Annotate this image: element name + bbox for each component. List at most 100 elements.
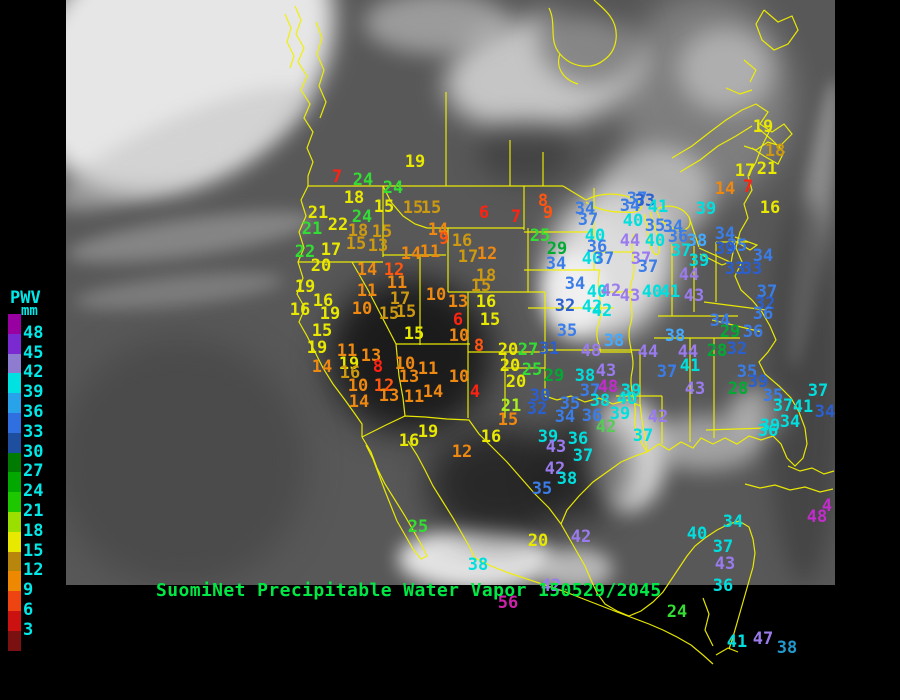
station-pwv-value: 34	[709, 311, 731, 332]
station-pwv-value: 35	[644, 216, 666, 237]
station-pwv-value: 40	[622, 211, 644, 232]
station-pwv-value: 14	[348, 392, 370, 413]
pwv-color-scale: 48 45 42 39 36 33 30 27 24 21 18 15 12 9 6 3	[8, 314, 60, 659]
station-pwv-value: 15	[403, 324, 425, 345]
station-pwv-value: 16	[451, 231, 473, 252]
station-pwv-value: 22	[294, 242, 316, 263]
clear-sky-dark-region	[478, 122, 573, 184]
station-pwv-value: 19	[294, 277, 316, 298]
station-pwv-value: 48	[806, 507, 828, 528]
station-pwv-value: 18	[347, 221, 369, 242]
station-pwv-value: 48	[597, 377, 619, 398]
station-pwv-value: 20	[505, 372, 527, 393]
station-pwv-value: 37	[577, 210, 599, 231]
station-pwv-value: 13	[378, 386, 400, 407]
station-pwv-value: 37	[670, 241, 692, 262]
station-pwv-value: 36	[567, 429, 589, 450]
station-pwv-value: 16	[398, 431, 420, 452]
legend-value-label: 42	[23, 362, 44, 383]
station-pwv-value: 29	[546, 239, 568, 260]
station-pwv-value: 42	[647, 407, 669, 428]
cloud-mass	[364, 0, 509, 54]
station-pwv-value: 18	[475, 266, 497, 287]
station-pwv-value: 4	[469, 382, 481, 403]
station-pwv-value: 16	[339, 363, 361, 384]
station-pwv-value: 11	[336, 341, 358, 362]
station-pwv-value: 28	[706, 341, 728, 362]
station-pwv-value: 10	[347, 376, 369, 397]
station-pwv-value: 4	[821, 496, 833, 517]
station-pwv-value: 19	[404, 152, 426, 173]
station-pwv-value: 14	[356, 260, 378, 281]
station-pwv-value: 38	[556, 469, 578, 490]
station-pwv-value: 18	[764, 141, 786, 162]
station-pwv-value: 38	[467, 555, 489, 576]
station-pwv-value: 39	[747, 372, 769, 393]
station-pwv-value: 43	[619, 286, 641, 307]
station-pwv-value: 40	[584, 226, 606, 247]
station-pwv-value: 37	[632, 426, 654, 447]
station-pwv-value: 34	[554, 407, 576, 428]
legend-color-box	[8, 492, 21, 513]
legend-value-label: 36	[23, 402, 44, 422]
station-pwv-value: 20	[499, 356, 521, 377]
station-pwv-value: 39	[620, 381, 642, 402]
legend-color-box	[8, 591, 21, 612]
station-pwv-value: 14	[311, 357, 333, 378]
station-pwv-value: 33	[724, 259, 746, 280]
station-pwv-value: 36	[712, 576, 734, 597]
station-pwv-value: 43	[545, 437, 567, 458]
station-pwv-value: 33	[634, 191, 656, 212]
legend-color-box	[8, 452, 21, 473]
station-pwv-value: 19	[338, 354, 360, 375]
station-pwv-value: 21	[756, 159, 778, 180]
clear-sky-dark-region	[538, 418, 630, 520]
station-pwv-value: 38	[686, 231, 708, 252]
station-pwv-value: 38	[574, 366, 596, 387]
station-pwv-value: 44	[637, 342, 659, 363]
station-pwv-value: 43	[595, 361, 617, 382]
station-pwv-value: 34	[662, 217, 684, 238]
station-pwv-value: 16	[289, 300, 311, 321]
station-pwv-value: 19	[306, 338, 328, 359]
station-pwv-value: 10	[448, 326, 470, 347]
station-pwv-value: 37	[637, 257, 659, 278]
station-pwv-value: 20	[527, 531, 549, 552]
legend-color-box	[8, 413, 21, 433]
station-pwv-value: 36	[752, 304, 774, 325]
legend-value-label: 24	[23, 481, 44, 502]
station-pwv-value: 38	[589, 391, 611, 412]
station-pwv-value: 44	[677, 342, 699, 363]
station-pwv-value: 16	[475, 292, 497, 313]
station-pwv-value: 34	[722, 512, 744, 533]
cloud-mass	[598, 146, 713, 241]
station-pwv-value: 15	[395, 302, 417, 323]
station-pwv-value: 17	[734, 161, 756, 182]
station-pwv-value: 37	[579, 381, 601, 402]
legend-color-box	[8, 432, 21, 453]
station-pwv-value: 11	[417, 359, 439, 380]
legend-value-label: 3	[23, 619, 34, 640]
station-pwv-value: 42	[581, 297, 603, 318]
station-pwv-value: 32	[726, 339, 748, 360]
station-pwv-value: 41	[647, 197, 669, 218]
legend-title: PWV	[10, 288, 41, 308]
station-pwv-value: 34	[619, 196, 641, 217]
clear-sky-dark-region	[538, 0, 643, 85]
station-pwv-value: 27	[517, 340, 539, 361]
legend-value-label: 30	[23, 441, 44, 462]
station-pwv-value: 14	[400, 244, 422, 265]
legend-value-label: 48	[23, 322, 44, 343]
station-pwv-value: 37	[756, 282, 778, 303]
legend-color-box	[8, 630, 21, 651]
station-pwv-value: 10	[425, 285, 447, 306]
station-pwv-value: 12	[476, 244, 498, 265]
station-pwv-value: 19	[417, 422, 439, 443]
station-pwv-value: 43	[684, 379, 706, 400]
station-pwv-value: 15	[311, 321, 333, 342]
product-title: SuomiNet Precipitable Water Vapor 150529…	[156, 580, 662, 601]
station-pwv-value: 17	[320, 240, 342, 261]
station-pwv-value: 10	[448, 367, 470, 388]
